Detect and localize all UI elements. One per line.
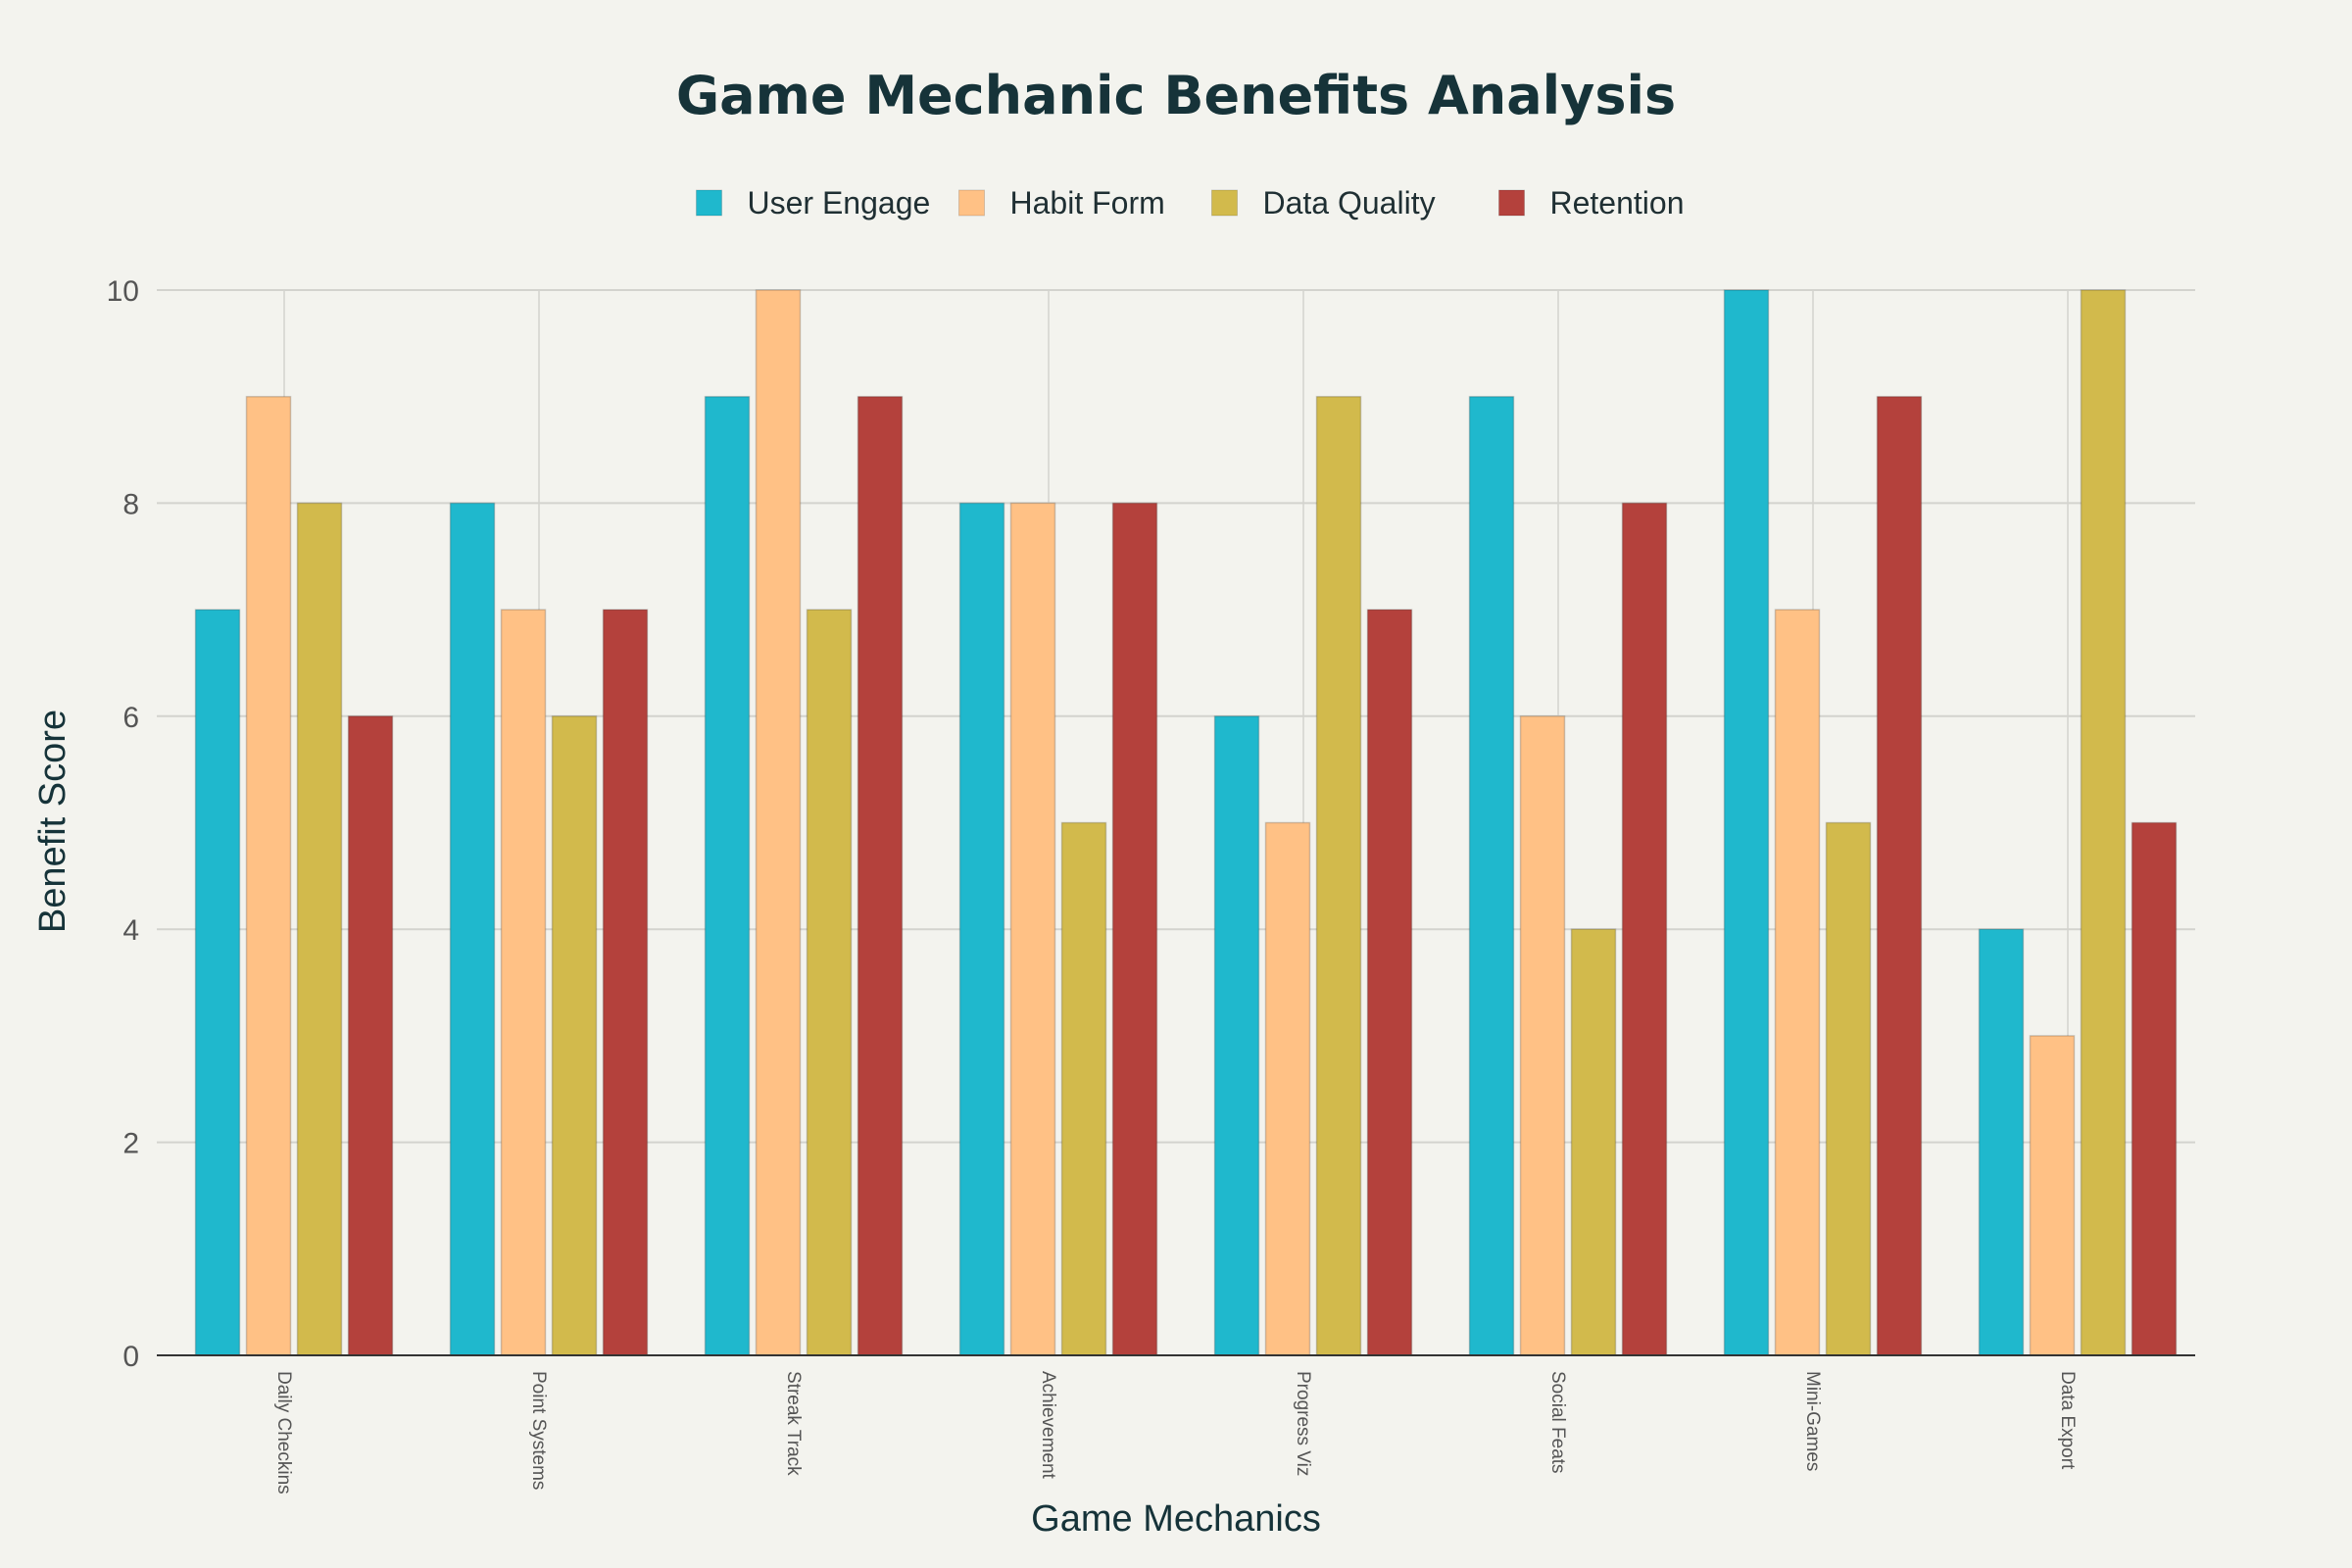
legend-swatch [1211,189,1238,217]
x-tick-label: Point Systems [528,1371,549,1490]
bar-data-quality-social-feats[interactable] [1570,928,1617,1356]
x-tick-label: Data Export [2057,1371,2078,1470]
bar-retention-achievement[interactable] [1111,502,1158,1356]
bar-data-quality-achievement[interactable] [1060,821,1107,1356]
y-tick-label: 0 [122,1341,139,1373]
legend-swatch [1498,189,1525,217]
bar-retention-mini-games[interactable] [1876,395,1923,1356]
x-tick-label: Streak Track [783,1371,804,1476]
bar-data-quality-daily-checkins[interactable] [296,502,343,1356]
bar-habit-form-daily-checkins[interactable] [245,395,292,1356]
bar-retention-point-systems[interactable] [602,609,649,1356]
legend-label: Habit Form [1010,185,1165,220]
bar-user-engage-progress-viz[interactable] [1213,715,1260,1356]
bar-retention-streak-track[interactable] [857,395,904,1356]
bar-data-quality-point-systems[interactable] [551,715,598,1356]
bar-user-engage-point-systems[interactable] [449,502,496,1356]
y-tick-label: 8 [122,488,139,520]
bar-user-engage-achievement[interactable] [958,502,1005,1356]
y-tick-label: 10 [107,275,139,308]
bar-retention-social-feats[interactable] [1621,502,1668,1356]
bar-user-engage-mini-games[interactable] [1723,289,1770,1356]
bar-user-engage-social-feats[interactable] [1468,395,1515,1356]
x-tick-label: Mini-Games [1802,1371,1823,1471]
bar-user-engage-streak-track[interactable] [704,395,751,1356]
bar-data-quality-progress-viz[interactable] [1315,395,1362,1356]
bar-habit-form-progress-viz[interactable] [1264,821,1311,1356]
x-axis: Daily Checkins Point Systems Streak Track A… [273,1371,2078,1494]
bar-retention-data-export[interactable] [2131,821,2178,1356]
y-axis-title: Benefit Score [32,710,74,933]
x-axis-title: Game Mechanics [1031,1498,1321,1540]
legend-label: Data Quality [1263,185,1436,220]
bar-retention-daily-checkins[interactable] [347,715,394,1356]
y-tick-label: 2 [122,1128,139,1160]
x-tick-label: Achievement [1038,1371,1058,1480]
bar-data-quality-mini-games[interactable] [1825,821,1872,1356]
legend-swatch [958,189,985,217]
bar-user-engage-daily-checkins[interactable] [194,609,241,1356]
x-tick-label: Social Feats [1547,1371,1568,1474]
legend-label: Retention [1550,185,1685,220]
x-tick-label: Progress Viz [1293,1371,1313,1476]
legend-item-data-quality[interactable]: Data Quality [1211,185,1436,220]
legend-item-user-engage[interactable]: User Engage [696,185,931,220]
bar-user-engage-data-export[interactable] [1978,928,2025,1356]
bar-habit-form-streak-track[interactable] [755,289,802,1356]
legend-swatch [696,189,722,217]
x-tick-label: Daily Checkins [273,1371,294,1494]
bar-habit-form-point-systems[interactable] [500,609,547,1356]
y-axis: 0 2 4 6 8 10 [107,275,139,1373]
bar-habit-form-achievement[interactable] [1009,502,1056,1356]
legend-item-habit-form[interactable]: Habit Form [958,185,1165,220]
legend: User Engage Habit Form Data Quality Retenti… [696,185,1685,220]
bar-data-quality-streak-track[interactable] [806,609,853,1356]
bar-habit-form-social-feats[interactable] [1519,715,1566,1356]
bars [194,289,2178,1356]
bar-data-quality-data-export[interactable] [2080,289,2127,1356]
y-tick-label: 4 [122,914,139,947]
bar-habit-form-data-export[interactable] [2029,1035,2076,1356]
y-tick-label: 6 [122,702,139,734]
legend-item-retention[interactable]: Retention [1498,185,1685,220]
bar-retention-progress-viz[interactable] [1366,609,1413,1356]
chart-title: Game Mechanic Benefits Analysis [676,65,1676,126]
bar-habit-form-mini-games[interactable] [1774,609,1821,1356]
legend-label: User Engage [748,185,931,220]
